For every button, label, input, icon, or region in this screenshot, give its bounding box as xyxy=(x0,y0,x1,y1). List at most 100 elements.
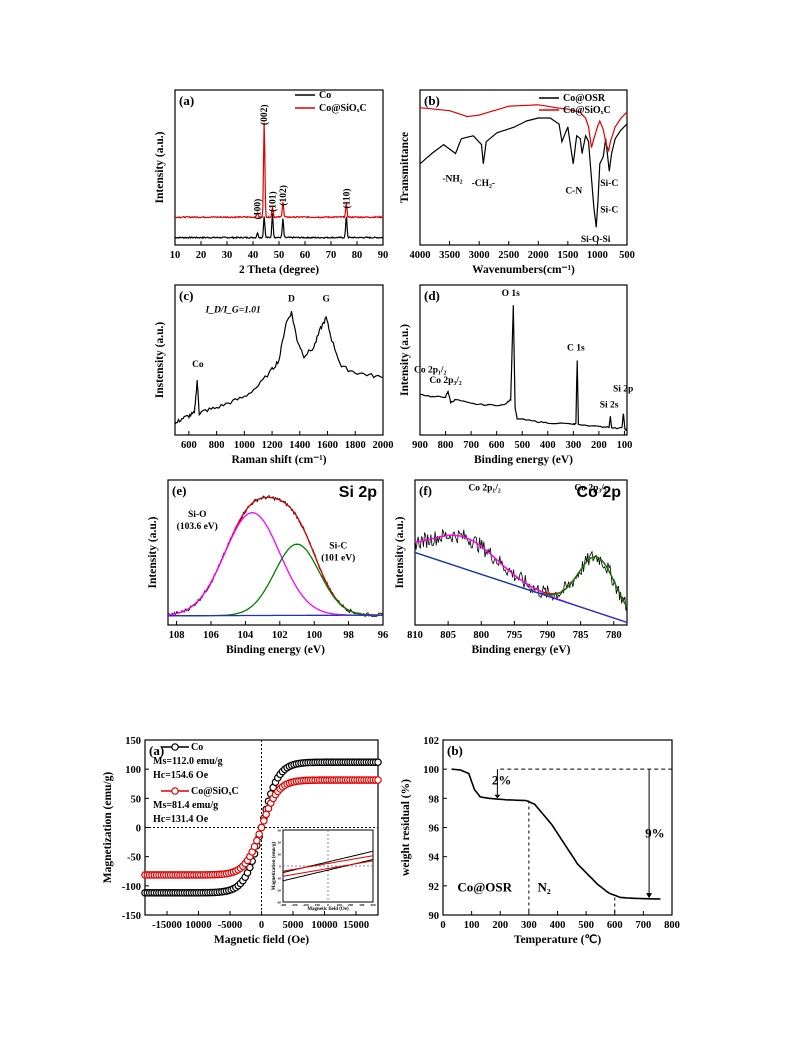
annotation: Si-C xyxy=(600,179,618,189)
annotation: Co@OSR xyxy=(457,880,512,895)
inset-y-label: Magnetization (emu/g) xyxy=(272,841,277,890)
panel-label: (a) xyxy=(179,93,194,108)
x-tick-label: 300 xyxy=(565,440,581,451)
x-tick-label: 500 xyxy=(514,440,530,451)
arrow-head xyxy=(494,794,501,799)
inset-x-tick: -400 xyxy=(280,903,287,907)
x-axis-label: 2 Theta (degree) xyxy=(239,264,319,276)
annotation: (103.6 eV) xyxy=(177,521,218,532)
peak-label: (002) xyxy=(259,105,270,126)
x-tick-label: 30 xyxy=(222,250,233,261)
y-tick-label: -150 xyxy=(122,911,141,922)
inset-y-tick: 20 xyxy=(278,841,282,845)
x-tick-label: 780 xyxy=(606,630,622,641)
x-tick-label: 1000 xyxy=(587,250,608,261)
legend-label: Co@SiOₓC xyxy=(319,103,367,114)
x-tick-label: 10000 xyxy=(185,920,211,931)
annotation: N₂ xyxy=(537,880,550,895)
data-point xyxy=(257,823,266,832)
x-tick-label: 20 xyxy=(196,250,207,261)
x-tick-label: 400 xyxy=(550,920,566,931)
panel-title: Si 2p xyxy=(339,484,377,501)
y-axis-label: Magnetization (emu/g) xyxy=(102,772,114,884)
annotation: Si-O-Si xyxy=(581,235,611,245)
data-point xyxy=(374,776,382,784)
annotation: -CH₂- xyxy=(472,179,495,189)
inset-x-tick: -100 xyxy=(314,903,321,907)
annotation: Co xyxy=(192,360,204,370)
plot-frame xyxy=(414,479,628,626)
annotation: G xyxy=(322,294,330,304)
x-axis-label: Binding energy (eV) xyxy=(474,454,573,466)
x-tick-label: 2500 xyxy=(498,250,519,261)
x-tick-label: 600 xyxy=(607,920,623,931)
arrow-head xyxy=(646,893,653,899)
x-tick-label: 102 xyxy=(272,630,288,641)
x-tick-label: 100 xyxy=(617,440,633,451)
x-tick-label: 1500 xyxy=(557,250,578,261)
x-tick-label: 700 xyxy=(463,440,479,451)
y-tick-label: 96 xyxy=(429,824,440,835)
y-axis-label: Transmittance xyxy=(399,132,411,203)
x-axis-label: Binding energy (eV) xyxy=(471,644,570,656)
x-tick-label: 1400 xyxy=(289,440,310,451)
panel-label: (a) xyxy=(149,743,164,758)
annotation: 9% xyxy=(645,826,665,841)
series-line xyxy=(419,104,628,153)
peak-label: (110) xyxy=(341,188,352,208)
x-axis-label: Raman shift (cm⁻¹) xyxy=(231,454,326,466)
y-axis-label: Instensity (a.u.) xyxy=(154,322,166,399)
x-tick-label: 100 xyxy=(306,630,322,641)
x-tick-label: 96 xyxy=(378,630,389,641)
panel-label: (d) xyxy=(424,288,440,303)
series-line xyxy=(168,614,383,617)
x-tick-label: 790 xyxy=(540,630,556,641)
x-axis-label: Temperature (℃) xyxy=(514,933,601,946)
inset-x-tick: 400 xyxy=(370,903,376,907)
annotation: Si-C xyxy=(600,206,618,216)
peak-label: (102) xyxy=(278,185,289,206)
series-line xyxy=(451,768,661,900)
x-axis-label: Wavenumbers(cm⁻¹) xyxy=(472,264,575,276)
x-tick-label: 60 xyxy=(300,250,311,261)
x-tick-label: 600 xyxy=(489,440,505,451)
x-tick-label: 700 xyxy=(636,920,652,931)
series-line xyxy=(174,311,384,425)
annotation: Co 2p₁/₂ xyxy=(468,484,501,494)
series-line xyxy=(419,305,628,432)
series-line xyxy=(414,534,628,624)
x-tick-label: 200 xyxy=(492,920,508,931)
x-tick-label: -15000 xyxy=(152,920,182,931)
x-tick-label: 1800 xyxy=(345,440,366,451)
annotation: Si 2s xyxy=(600,401,619,411)
x-tick-label: 805 xyxy=(440,630,456,641)
annotation: D xyxy=(288,294,295,304)
annotation: C 1s xyxy=(567,343,585,353)
inset-x-tick: -200 xyxy=(302,903,309,907)
annotation: Si 2p xyxy=(613,384,633,394)
x-tick-label: 900 xyxy=(412,440,428,451)
annotation: Co 2p₁/₂ xyxy=(414,365,447,375)
inset-loop xyxy=(282,855,374,872)
y-tick-label: 90 xyxy=(429,911,440,922)
panel-title: Co 2p xyxy=(577,484,622,501)
inset-y-tick: 0 xyxy=(279,865,281,869)
plot-frame xyxy=(419,284,628,436)
y-tick-label: 102 xyxy=(423,736,439,747)
x-tick-label: 80 xyxy=(352,250,363,261)
x-tick-label: 2000 xyxy=(528,250,549,261)
annotation: Co 2p₃/₂ xyxy=(429,376,462,386)
x-tick-label: 40 xyxy=(248,250,259,261)
x-tick-label: 800 xyxy=(473,630,489,641)
panel-label: (c) xyxy=(179,288,193,303)
legend-hc: Hc=131.4 Oe xyxy=(153,814,209,825)
x-tick-label: 15000 xyxy=(343,920,369,931)
x-tick-label: 200 xyxy=(591,440,607,451)
x-tick-label: 810 xyxy=(407,630,423,641)
series-line xyxy=(414,534,628,608)
legend-label: Co@SiOₓC xyxy=(191,786,239,797)
legend-label: Co@SiOₓC xyxy=(563,105,611,116)
panel-label: (e) xyxy=(172,483,186,498)
x-tick-label: 600 xyxy=(181,440,197,451)
x-tick-label: 2000 xyxy=(373,440,394,451)
